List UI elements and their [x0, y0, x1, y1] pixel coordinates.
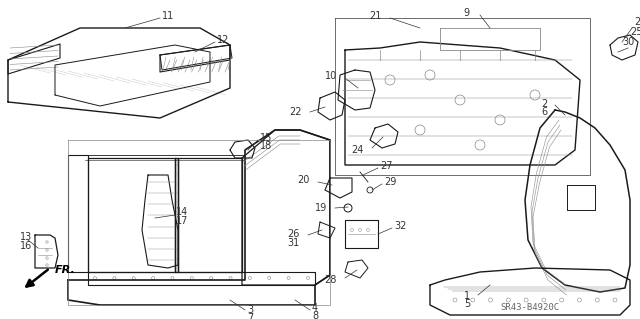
Text: 22: 22: [289, 107, 302, 117]
Text: 13: 13: [20, 232, 32, 242]
Text: 18: 18: [260, 141, 272, 151]
Text: 8: 8: [312, 311, 318, 319]
Text: 31: 31: [288, 238, 300, 248]
Text: 32: 32: [394, 221, 406, 231]
Text: 11: 11: [162, 11, 174, 21]
Text: SR43-B4920C: SR43-B4920C: [500, 303, 559, 313]
Text: 19: 19: [315, 203, 327, 213]
Text: 12: 12: [217, 35, 229, 45]
Text: 2: 2: [541, 99, 548, 109]
Text: 9: 9: [464, 8, 470, 18]
Text: 1: 1: [464, 291, 470, 301]
Text: 7: 7: [247, 313, 253, 319]
Text: 23: 23: [634, 17, 640, 27]
Text: 20: 20: [298, 175, 310, 185]
Text: 4: 4: [312, 303, 318, 313]
Text: 5: 5: [464, 299, 470, 309]
Text: 28: 28: [324, 275, 337, 285]
Text: 15: 15: [260, 133, 273, 143]
Text: 10: 10: [324, 71, 337, 81]
Text: 21: 21: [370, 11, 382, 21]
Text: 17: 17: [176, 216, 188, 226]
Text: FR.: FR.: [55, 265, 76, 275]
Text: 16: 16: [20, 241, 32, 251]
Text: 6: 6: [542, 107, 548, 117]
Text: 29: 29: [384, 177, 396, 187]
Text: 27: 27: [380, 161, 392, 171]
Text: 26: 26: [287, 229, 300, 239]
Text: 25: 25: [630, 27, 640, 37]
Text: 24: 24: [351, 145, 364, 155]
Text: 14: 14: [176, 207, 188, 217]
Text: 3: 3: [247, 305, 253, 315]
Text: 30: 30: [622, 37, 634, 47]
